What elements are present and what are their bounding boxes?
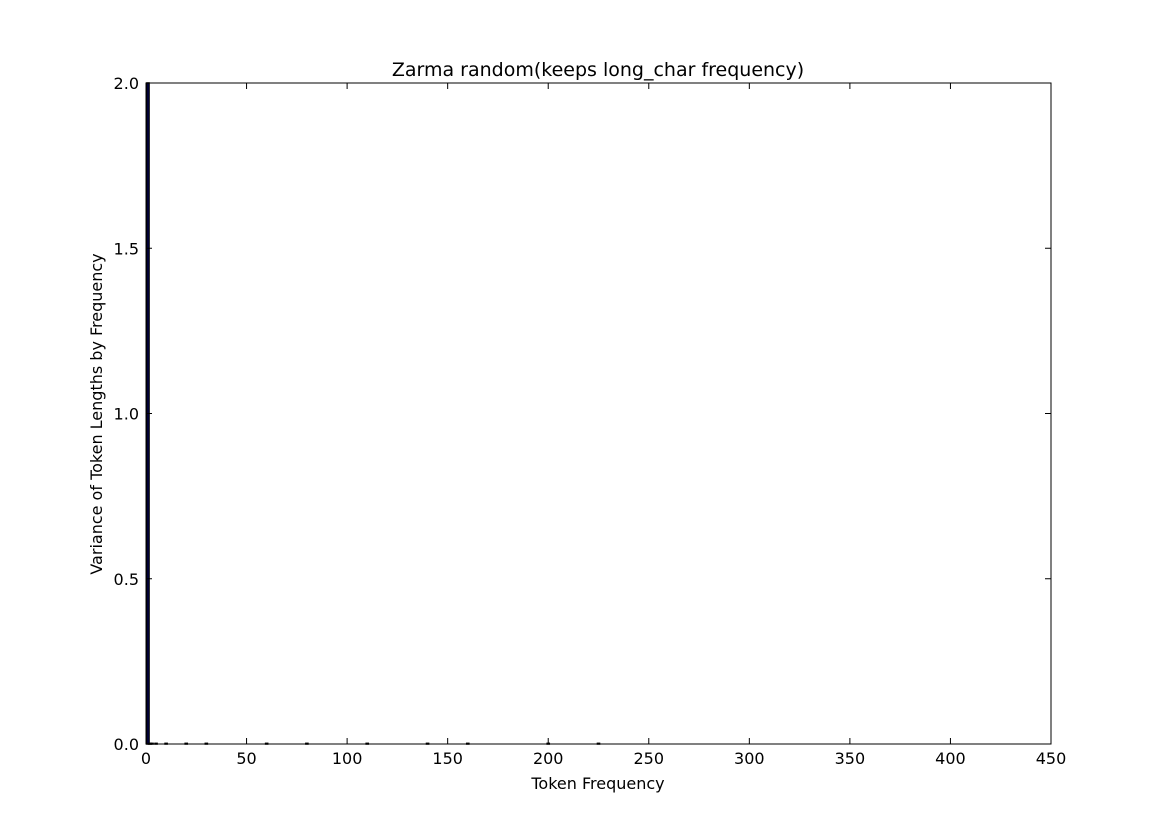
- y-axis: 0.0 0.5 1.0 1.5 2.0: [114, 74, 1051, 754]
- x-tick-label-7: 350: [835, 749, 866, 768]
- plot-frame: [145, 82, 1052, 745]
- y-tick-label-0: 0.0: [114, 735, 139, 754]
- x-tick-label-5: 250: [634, 749, 665, 768]
- x-axis-title: Token Frequency: [530, 774, 664, 793]
- y-tick-label-4: 2.0: [114, 74, 139, 93]
- x-tick-label-4: 200: [533, 749, 564, 768]
- y-tick-label-1: 0.5: [114, 570, 139, 589]
- x-tick-label-2: 100: [332, 749, 363, 768]
- x-tick-label-1: 50: [236, 749, 256, 768]
- chart-title: Zarma random(keeps long_char frequency): [392, 59, 804, 81]
- x-tick-label-0: 0: [141, 749, 151, 768]
- y-tick-label-3: 1.5: [114, 239, 139, 258]
- bars-layer: [146, 82, 601, 745]
- x-tick-label-6: 300: [734, 749, 765, 768]
- y-axis-title: Variance of Token Lengths by Frequency: [87, 253, 106, 574]
- x-tick-label-9: 450: [1036, 749, 1067, 768]
- x-axis: 0 50 100 150 200 250 300 350 400 450: [141, 83, 1066, 768]
- y-tick-label-2: 1.0: [114, 405, 139, 424]
- x-tick-label-3: 150: [432, 749, 463, 768]
- x-tick-label-8: 400: [935, 749, 966, 768]
